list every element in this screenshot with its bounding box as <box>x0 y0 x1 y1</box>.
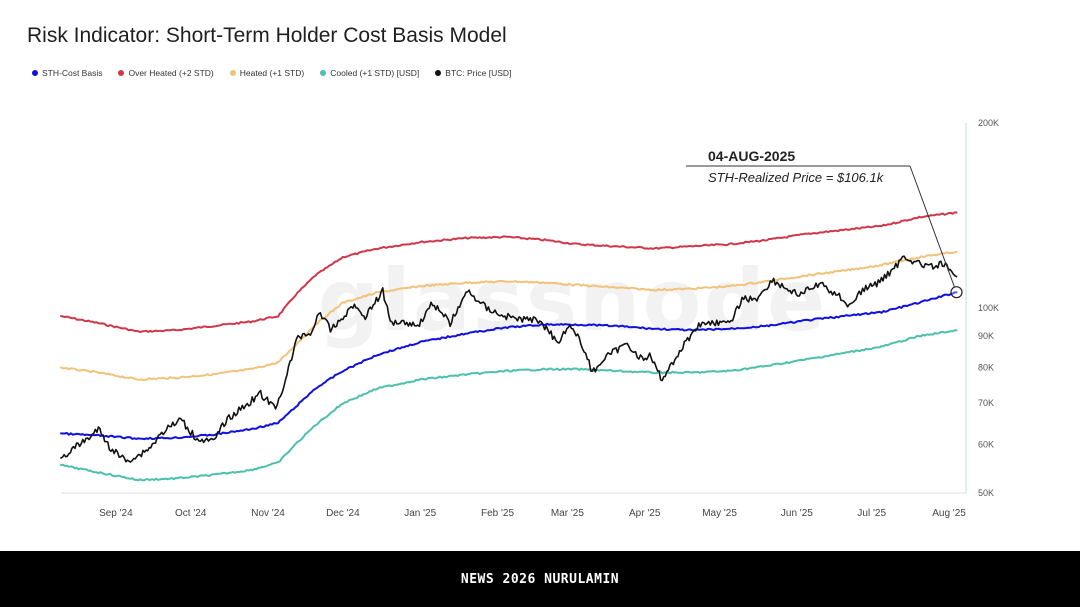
watermark-text: glassnode <box>318 251 828 351</box>
y-tick-label: 50K <box>978 488 994 498</box>
legend-label-sth: STH-Cost Basis <box>42 68 103 78</box>
annotation-date: 04-AUG-2025 <box>708 148 795 164</box>
annotation-text: STH-Realized Price = $106.1k <box>708 170 885 185</box>
annotation-leader-line <box>909 165 955 288</box>
x-tick-label: Feb '25 <box>481 508 514 519</box>
legend-label-cooled: Cooled (+1 STD) [USD] <box>330 68 420 78</box>
footer-text: NEWS 2026 NURULAMIN <box>460 571 620 587</box>
y-tick-label: 80K <box>978 363 994 373</box>
x-tick-label: Sep '24 <box>99 508 133 519</box>
x-tick-label: Aug '25 <box>932 508 966 519</box>
series-line-cooled <box>60 329 958 482</box>
legend-item-overheated[interactable]: Over Heated (+2 STD) <box>118 68 214 78</box>
series-line-heated <box>60 250 958 381</box>
annotation-marker <box>950 286 963 299</box>
x-tick-label: Nov '24 <box>251 508 285 519</box>
y-tick-label: 100K <box>978 303 999 313</box>
chart-title: Risk Indicator: Short-Term Holder Cost B… <box>27 24 507 47</box>
legend-marker-overheated <box>118 70 125 76</box>
legend-label-overheated: Over Heated (+2 STD) <box>128 68 214 78</box>
legend-item-cooled[interactable]: Cooled (+1 STD) [USD] <box>320 68 419 78</box>
legend-item-sth[interactable]: STH-Cost Basis <box>32 68 102 78</box>
chart-legend: STH-Cost Basis Over Heated (+2 STD) Heat… <box>32 68 511 78</box>
x-tick-label: Jun '25 <box>781 508 813 519</box>
x-tick-label: Dec '24 <box>326 508 360 519</box>
legend-marker-heated <box>229 70 236 76</box>
x-tick-label: Jan '25 <box>404 508 436 519</box>
chart-plot: glassnode 50K 60K 70K 80K 90K 100K 200K Sep '24 O… <box>60 118 999 519</box>
x-tick-label: Apr '25 <box>629 508 661 519</box>
y-tick-label: 200K <box>978 118 999 128</box>
y-tick-label: 90K <box>978 331 994 341</box>
legend-label-price: BTC: Price [USD] <box>445 68 512 78</box>
x-tick-label: Jul '25 <box>857 508 886 519</box>
x-tick-label: Mar '25 <box>551 508 584 519</box>
legend-marker-cooled <box>320 70 327 76</box>
series-line-price <box>60 255 958 463</box>
legend-item-price[interactable]: BTC: Price [USD] <box>435 68 511 78</box>
y-tick-label: 70K <box>978 398 994 408</box>
footer-banner: NEWS 2026 NURULAMIN <box>0 551 1080 607</box>
series-line-sth <box>60 291 958 441</box>
x-tick-label: Oct '24 <box>175 508 207 519</box>
legend-marker-sth <box>32 70 38 76</box>
legend-marker-price <box>435 70 442 76</box>
legend-label-heated: Heated (+1 STD) <box>239 68 305 78</box>
y-tick-label: 60K <box>978 439 994 449</box>
x-tick-label: May '25 <box>702 508 737 519</box>
legend-item-heated[interactable]: Heated (+1 STD) <box>229 68 305 78</box>
series-line-overheated <box>60 211 958 334</box>
